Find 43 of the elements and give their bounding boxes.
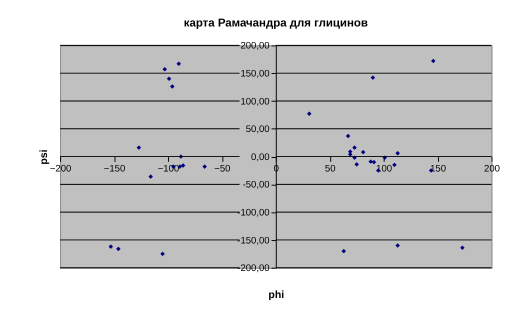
y-tick-label: 50,00 [246,124,270,136]
point [160,252,165,256]
x-tick-label: 200 [484,163,500,174]
point [346,134,350,138]
point [360,150,366,154]
y-tick-label: 200,00 [240,40,270,52]
point [162,67,167,72]
x-tick-label: 150 [430,163,446,174]
point [170,84,175,89]
point [342,248,346,254]
y-axis-title: psi [39,149,50,165]
point [370,75,376,80]
chart-title: карта Рамачандра для глицинов [184,17,368,30]
point [395,150,400,156]
y-tick-label: 150,00 [240,68,270,80]
point [108,244,114,249]
x-tick-label: −200 [50,163,72,174]
y-tick-label: -100,00 [237,208,270,218]
point [116,246,121,252]
point [354,162,359,167]
point [460,246,465,250]
y-tick-label: -200,00 [237,263,270,274]
point [392,162,397,168]
point [180,163,186,168]
point [307,112,312,116]
point [368,159,373,164]
x-tick-label: 50 [324,163,336,174]
point [431,58,436,64]
y-tick-label: 100,00 [240,96,270,108]
point [136,145,142,150]
x-tick-label: −150 [104,163,126,174]
x-axis-title: phi [268,290,284,301]
point [372,160,376,164]
y-tick-label: -50,00 [242,180,270,191]
point [148,174,153,179]
point [202,164,207,169]
point [395,243,400,248]
point [166,76,172,81]
point [176,61,181,66]
y-tick-label: -150,00 [237,235,270,246]
y-tick-label: 0,00 [251,152,270,163]
point [352,145,357,150]
x-tick-label: −50 [214,163,230,174]
